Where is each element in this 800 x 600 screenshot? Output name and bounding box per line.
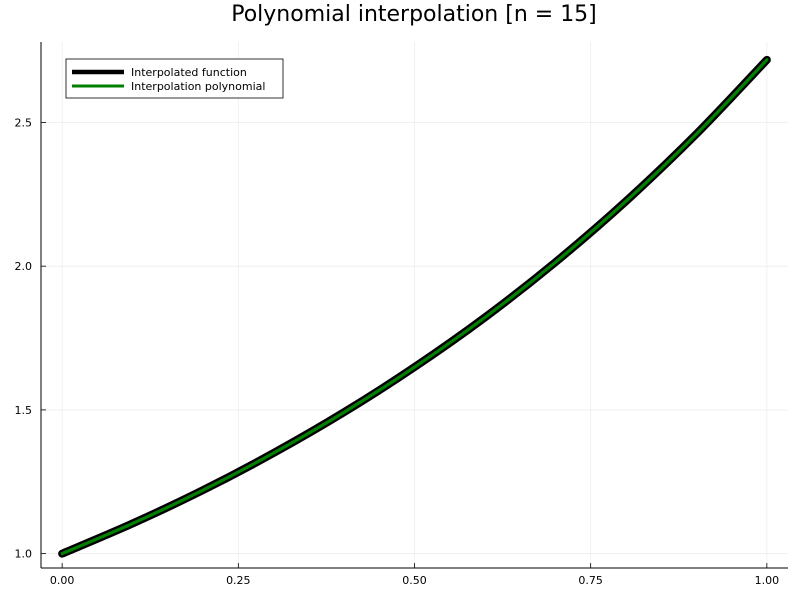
y-tick-label-1: 1.5 (15, 404, 33, 417)
x-tick-label-4: 1.00 (755, 574, 780, 587)
x-tick-label-1: 0.25 (226, 574, 251, 587)
legend-box (65, 58, 284, 99)
legend-label-0: Interpolated function (131, 66, 247, 79)
y-tick-label-3: 2.5 (15, 116, 33, 129)
series-layer (58, 55, 771, 558)
y-tick-label-2: 2.0 (15, 260, 33, 273)
x-tick-label-0: 0.00 (50, 574, 75, 587)
legend-label-1: Interpolation polynomial (131, 80, 265, 93)
series-line-1 (60, 58, 769, 556)
chart-title: Polynomial interpolation [n = 15] (231, 2, 597, 27)
ticks: 0.00 0.25 0.50 0.75 1.00 1.0 1.5 2.0 2.5 (15, 116, 780, 587)
x-tick-label-3: 0.75 (578, 574, 603, 587)
grid (41, 42, 788, 568)
x-tick-label-2: 0.50 (402, 574, 427, 587)
y-tick-label-0: 1.0 (15, 548, 33, 561)
